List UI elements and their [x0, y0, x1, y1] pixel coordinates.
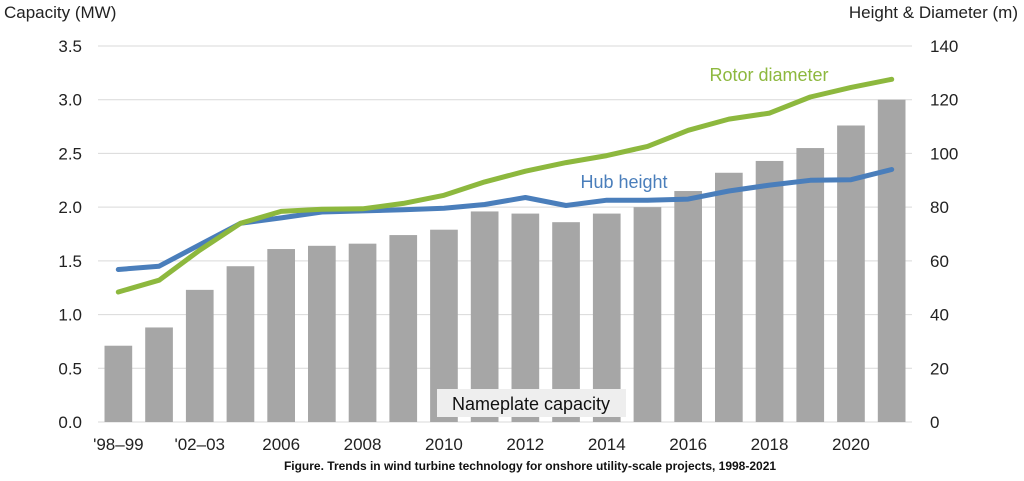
- hub-height-label: Hub height: [580, 172, 667, 192]
- capacity-bar: [715, 172, 743, 422]
- capacity-bar: [348, 243, 377, 422]
- left-tick-label: 1.0: [58, 306, 82, 325]
- capacity-bar: [511, 213, 540, 422]
- capacity-bar: [837, 125, 865, 423]
- right-tick-label: 20: [930, 359, 949, 378]
- trend-lines: [115, 76, 895, 295]
- capacity-bar: [389, 235, 418, 422]
- nameplate-capacity-label-bg: [437, 389, 626, 417]
- capacity-bar: [145, 327, 173, 422]
- x-tick-label: 2010: [425, 435, 463, 454]
- left-tick-label: 1.5: [58, 252, 82, 271]
- x-tick-label: 2012: [506, 435, 544, 454]
- right-tick-label: 0: [930, 413, 939, 432]
- x-tick-label: '98–99: [93, 435, 144, 454]
- capacity-bar: [877, 99, 906, 422]
- right-tick-label: 60: [930, 252, 949, 271]
- capacity-bar: [185, 289, 214, 422]
- x-tick-label: 2016: [669, 435, 707, 454]
- right-axis-title: Height & Diameter (m): [849, 3, 1018, 22]
- x-tick-label: 2018: [751, 435, 789, 454]
- left-tick-label: 2.0: [58, 198, 82, 217]
- capacity-bar: [633, 207, 662, 422]
- right-tick-label: 100: [930, 144, 958, 163]
- right-tick-label: 120: [930, 91, 958, 110]
- left-tick-label: 2.5: [58, 144, 82, 163]
- x-tick-label: 2006: [262, 435, 300, 454]
- left-axis-title: Capacity (MW): [4, 3, 116, 22]
- capacity-bars: [104, 99, 906, 423]
- rotor-diameter-label: Rotor diameter: [709, 65, 828, 85]
- right-tick-label: 140: [930, 37, 958, 56]
- capacity-bar: [755, 160, 784, 422]
- left-tick-label: 3.0: [58, 91, 82, 110]
- capacity-bar: [226, 266, 255, 422]
- capacity-bar: [267, 249, 295, 422]
- left-tick-label: 0.0: [58, 413, 82, 432]
- capacity-bar: [104, 345, 133, 422]
- x-tick-label: 2014: [588, 435, 626, 454]
- rotor-diameter-line: [115, 76, 895, 295]
- right-tick-label: 40: [930, 306, 949, 325]
- x-tick-label: 2008: [344, 435, 382, 454]
- capacity-bar: [592, 213, 621, 422]
- capacity-bar: [308, 245, 336, 422]
- x-tick-label: '02–03: [174, 435, 225, 454]
- left-tick-label: 3.5: [58, 37, 82, 56]
- right-tick-label: 80: [930, 198, 949, 217]
- figure-caption: Figure. Trends in wind turbine technolog…: [284, 459, 776, 473]
- capacity-bar: [470, 211, 499, 422]
- capacity-bar: [674, 191, 702, 422]
- capacity-bar: [796, 148, 825, 423]
- axis-ticks: 0.0 0 0.5 20 1.0 40 1.5 60 2.0 80 2.5 100 3.0 120 3.5 1…: [58, 37, 958, 454]
- left-tick-label: 0.5: [58, 359, 82, 378]
- nameplate-capacity-label: Nameplate capacity: [452, 394, 610, 414]
- x-tick-label: 2020: [832, 435, 870, 454]
- capacity-bar: [552, 222, 580, 422]
